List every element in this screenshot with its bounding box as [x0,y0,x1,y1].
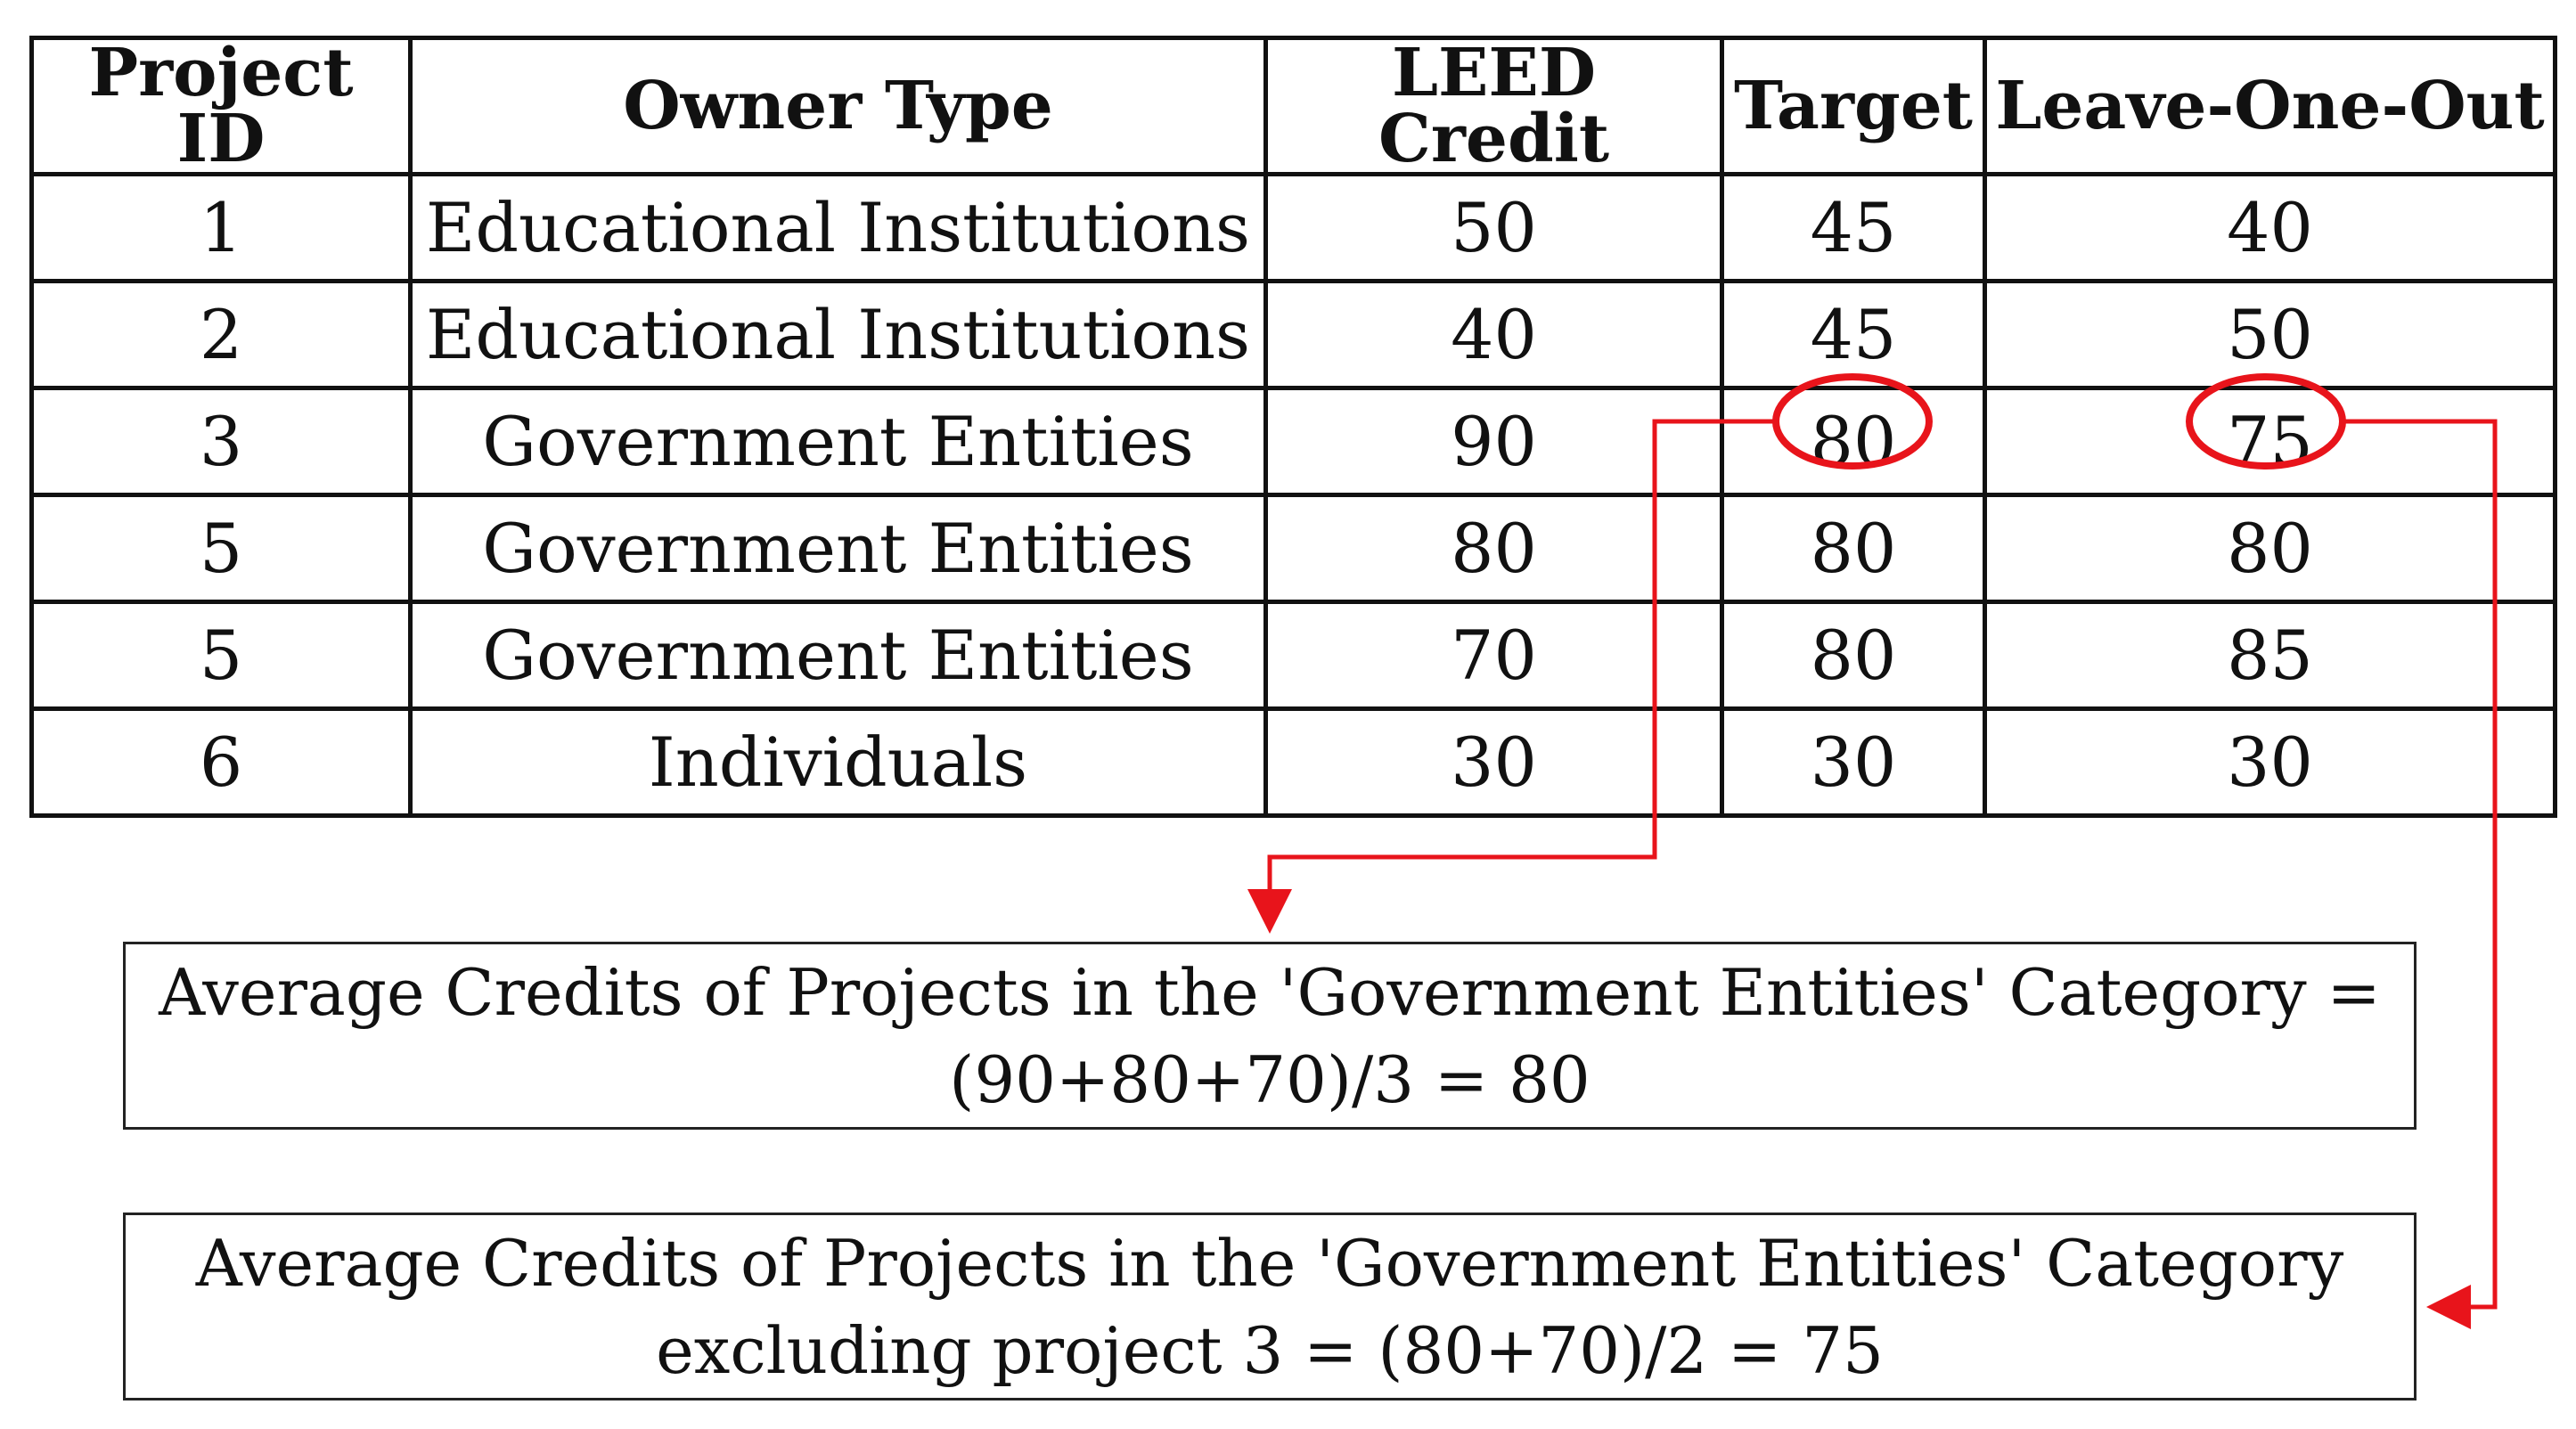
cell-project-id: 2 [29,279,413,390]
cell-leave-one-out: 30 [1983,706,2557,818]
table-row: 5 Government Entities 80 80 80 [29,493,2557,604]
table-row: 3 Government Entities 90 80 75 [29,386,2557,497]
loo-explanation-line1: Average Credits of Projects in the 'Gove… [195,1225,2344,1301]
cell-project-id: 5 [29,493,413,604]
cell-leed-credit: 90 [1263,386,1724,497]
target-explanation-box: Average Credits of Projects in the 'Gove… [123,942,2417,1130]
cell-project-id: 1 [29,172,413,283]
cell-leed-credit: 80 [1263,493,1724,604]
cell-leed-credit: 70 [1263,600,1724,711]
cell-target: 30 [1720,706,1987,818]
table-row: 6 Individuals 30 30 30 [29,706,2557,818]
cell-target-highlighted: 80 [1720,386,1987,497]
cell-target: 80 [1720,493,1987,604]
cell-owner-type: Government Entities [408,600,1268,711]
cell-owner-type: Government Entities [408,493,1268,604]
loo-connector-arrow [2343,419,2498,1329]
loo-highlight-circle [2186,373,2346,470]
cell-leave-one-out: 80 [1983,493,2557,604]
target-highlight-circle [1772,373,1933,470]
table-row: 2 Educational Institutions 40 45 50 [29,279,2557,390]
header-target: Target [1720,36,1987,176]
loo-explanation-box: Average Credits of Projects in the 'Gove… [123,1213,2417,1400]
cell-leed-credit: 50 [1263,172,1724,283]
target-explanation-line2: (90+80+70)/3 = 80 [949,1041,1591,1117]
target-explanation-line1: Average Credits of Projects in the 'Gove… [159,954,2381,1030]
loo-explanation-line2: excluding project 3 = (80+70)/2 = 75 [656,1312,1884,1388]
leed-table: Project ID Owner Type LEED Credit Target… [29,36,2557,818]
header-project-id: Project ID [29,36,413,176]
header-owner-type: Owner Type [408,36,1268,176]
cell-owner-type: Educational Institutions [408,172,1268,283]
cell-leed-credit: 40 [1263,279,1724,390]
cell-leave-one-out: 50 [1983,279,2557,390]
cell-owner-type: Government Entities [408,386,1268,497]
table-row: 5 Government Entities 70 80 85 [29,600,2557,711]
cell-project-id: 3 [29,386,413,497]
cell-project-id: 5 [29,600,413,711]
cell-leed-credit: 30 [1263,706,1724,818]
header-leed-credit: LEED Credit [1263,36,1724,176]
header-leave-one-out: Leave-One-Out [1983,36,2557,176]
cell-owner-type: Educational Institutions [408,279,1268,390]
cell-leave-one-out: 85 [1983,600,2557,711]
table-row: 1 Educational Institutions 50 45 40 [29,172,2557,283]
header-row: Project ID Owner Type LEED Credit Target… [29,36,2557,176]
target-connector-arrow [1247,419,1776,934]
cell-target: 45 [1720,279,1987,390]
cell-owner-type: Individuals [408,706,1268,818]
cell-target: 80 [1720,600,1987,711]
cell-leave-one-out: 40 [1983,172,2557,283]
cell-target: 45 [1720,172,1987,283]
cell-project-id: 6 [29,706,413,818]
